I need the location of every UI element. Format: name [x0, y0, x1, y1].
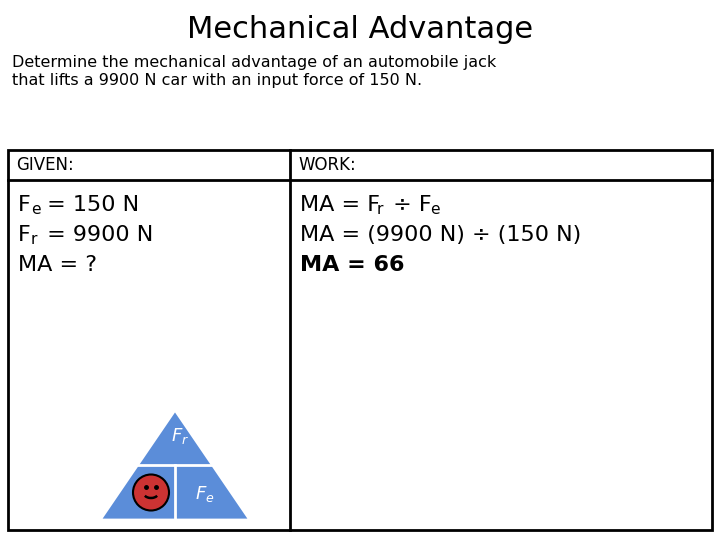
Text: MA = F: MA = F — [300, 195, 380, 215]
Text: MA = (9900 N) ÷ (150 N): MA = (9900 N) ÷ (150 N) — [300, 225, 581, 245]
Text: = 9900 N: = 9900 N — [40, 225, 153, 245]
Text: $\mathit{F}_e$: $\mathit{F}_e$ — [195, 484, 215, 504]
Text: MA = 66: MA = 66 — [300, 255, 405, 275]
Text: r: r — [377, 202, 383, 218]
Text: that lifts a 9900 N car with an input force of 150 N.: that lifts a 9900 N car with an input fo… — [12, 72, 422, 87]
Text: Determine the mechanical advantage of an automobile jack: Determine the mechanical advantage of an… — [12, 55, 496, 70]
Text: r: r — [31, 233, 37, 247]
Circle shape — [133, 475, 169, 510]
Text: e: e — [31, 202, 40, 218]
Bar — [8, 150, 712, 530]
Text: F: F — [18, 195, 31, 215]
Text: Mechanical Advantage: Mechanical Advantage — [187, 16, 533, 44]
Text: GIVEN:: GIVEN: — [16, 156, 73, 174]
Text: e: e — [430, 202, 440, 218]
Text: ÷ F: ÷ F — [386, 195, 431, 215]
Text: F: F — [18, 225, 31, 245]
Text: = 150 N: = 150 N — [40, 195, 139, 215]
Text: $\mathit{F}_r$: $\mathit{F}_r$ — [171, 426, 189, 446]
Polygon shape — [100, 410, 250, 520]
Text: MA = ?: MA = ? — [18, 255, 97, 275]
Text: WORK:: WORK: — [298, 156, 356, 174]
